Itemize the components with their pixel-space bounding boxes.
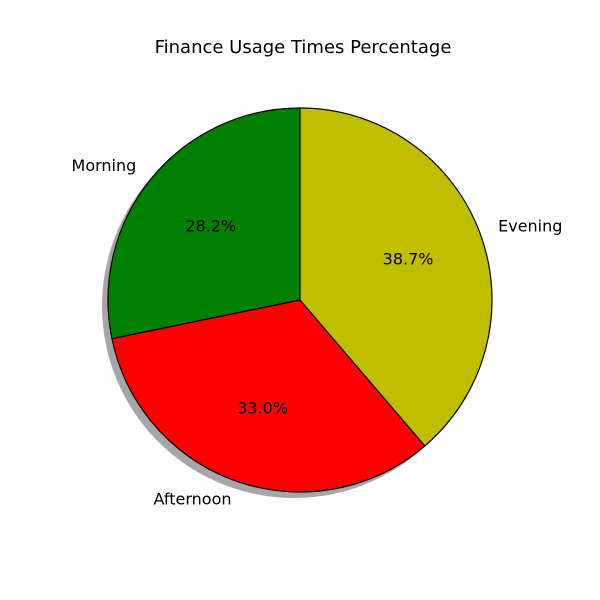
afternoon-slice (111, 299, 426, 493)
pie-slice-layer (107, 107, 493, 493)
morning-slice (107, 107, 301, 340)
evening-slice (299, 107, 493, 447)
morning-label: Morning (72, 156, 137, 175)
afternoon-label: Afternoon (154, 489, 232, 508)
evening-label: Evening (498, 216, 562, 235)
pie-label-layer: Morning 28.2% Afternoon 33.0% Evening 38.7% (72, 156, 563, 508)
evening-percent-label: 38.7% (383, 250, 434, 269)
morning-percent-label: 28.2% (185, 217, 236, 236)
afternoon-percent-label: 33.0% (237, 398, 288, 417)
chart-title: Finance Usage Times Percentage (155, 37, 452, 58)
